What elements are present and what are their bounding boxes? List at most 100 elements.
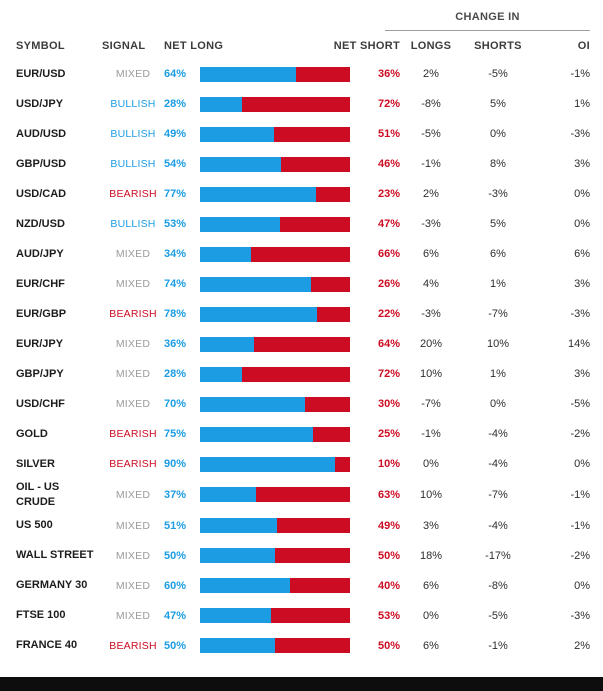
col-header-oi: OI [577,40,590,52]
net-long-value: 77% [164,188,187,200]
net-short-value: 46% [377,158,400,170]
change-longs-value: 6% [423,639,439,652]
change-oi-value: -3% [570,308,590,320]
long-short-bar [200,276,350,292]
change-longs-value: 10% [419,368,443,380]
table-row: US 500 MIXED 51% 49% 3% -4% -1% [16,511,590,541]
net-long-value: 70% [164,398,187,410]
change-oi-value: 0% [574,458,590,470]
change-shorts-value: -7% [488,488,508,501]
short-bar-segment [305,396,350,412]
footer-bar [0,677,603,691]
net-long-value: 90% [164,458,187,470]
symbol-label: USD/JPY [16,97,64,110]
net-long-value: 49% [164,128,187,140]
net-short-value: 25% [377,428,400,440]
sentiment-bar [200,366,358,382]
sentiment-bar [200,487,358,503]
col-header-symbol: SYMBOL [16,40,65,52]
long-short-bar [200,487,350,503]
change-shorts-value: -5% [488,609,508,622]
change-longs-value: -3% [421,218,441,230]
table-row: USD/CAD BEARISH 77% 23% 2% -3% 0% [16,179,590,209]
change-shorts-value: -1% [488,639,508,652]
net-short-value: 40% [377,579,400,592]
change-shorts-value: -17% [485,549,511,562]
sentiment-bar [200,578,358,594]
table-row: SILVER BEARISH 90% 10% 0% -4% 0% [16,449,590,479]
change-oi-value: 2% [574,639,590,652]
symbol-label: EUR/USD [16,67,66,80]
change-oi-value: 3% [574,158,590,170]
col-header-net-area: NET LONG NET SHORT [164,40,400,52]
change-shorts-value: -3% [488,188,508,200]
long-bar-segment [200,126,274,142]
change-shorts-value: 1% [490,278,506,290]
signal-label: MIXED [115,609,151,622]
change-oi-value: -1% [570,68,590,80]
short-bar-segment [275,638,350,654]
net-long-value: 50% [164,639,187,652]
short-bar-segment [312,426,350,442]
table-row: GERMANY 30 MIXED 60% 40% 6% -8% 0% [16,571,590,601]
symbol-label: FRANCE 40 [16,639,78,652]
long-short-bar [200,396,350,412]
sentiment-bar [200,306,358,322]
change-longs-value: -3% [421,308,441,320]
change-longs-value: -8% [421,98,441,110]
long-bar-segment [200,156,281,172]
short-bar-segment [251,246,350,262]
sentiment-bar [200,396,358,412]
sentiment-bar [200,336,358,352]
long-short-bar [200,578,350,594]
change-oi-value: 0% [574,218,590,230]
change-longs-value: 2% [423,68,439,80]
table-row: FTSE 100 MIXED 47% 53% 0% -5% -3% [16,601,590,631]
change-longs-value: 6% [423,579,439,592]
net-short-value: 36% [377,68,400,80]
net-long-value: 28% [164,98,187,110]
signal-label: MIXED [115,519,151,532]
signal-label: MIXED [115,579,151,592]
symbol-label: AUD/USD [16,127,67,140]
long-bar-segment [200,638,275,654]
symbol-label: EUR/GBP [16,307,67,320]
sentiment-bar [200,276,358,292]
table-body: EUR/USD MIXED 64% 36% 2% -5% -1% USD/JPY BULLISH… [16,59,590,661]
change-longs-value: -7% [421,398,441,410]
change-longs-value: -1% [421,158,441,170]
table-row: AUD/USD BULLISH 49% 51% -5% 0% -3% [16,119,590,149]
change-longs-value: 6% [423,248,439,260]
symbol-label: GERMANY 30 [16,579,88,592]
signal-label: BULLISH [110,98,156,110]
short-bar-segment [242,366,350,382]
net-long-value: 34% [164,248,187,260]
table-row: EUR/JPY MIXED 36% 64% 20% 10% 14% [16,329,590,359]
long-bar-segment [200,608,271,624]
change-shorts-value: -4% [488,519,508,532]
sentiment-bar [200,548,358,564]
net-short-value: 53% [377,609,400,622]
symbol-label: USD/CAD [16,187,67,200]
long-short-bar [200,366,350,382]
net-short-value: 10% [377,458,400,470]
signal-label: MIXED [115,398,151,410]
column-headers-row: SYMBOL SIGNAL NET LONG NET SHORT LONGS S… [16,31,590,59]
change-shorts-value: -4% [488,458,508,470]
net-long-value: 78% [164,308,187,320]
change-shorts-value: -5% [488,68,508,80]
table-row: EUR/CHF MIXED 74% 26% 4% 1% 3% [16,269,590,299]
sentiment-bar [200,426,358,442]
change-longs-value: 10% [419,488,443,501]
long-short-bar [200,336,350,352]
net-short-value: 50% [377,639,400,652]
long-bar-segment [200,456,335,472]
sentiment-table: CHANGE IN SYMBOL SIGNAL NET LONG NET SHO… [16,11,590,661]
change-oi-value: 0% [574,579,590,592]
long-bar-segment [200,66,296,82]
change-shorts-value: 8% [490,158,506,170]
change-shorts-value: 5% [490,218,506,230]
sentiment-bar [200,456,358,472]
symbol-label: USD/CHF [16,397,65,410]
